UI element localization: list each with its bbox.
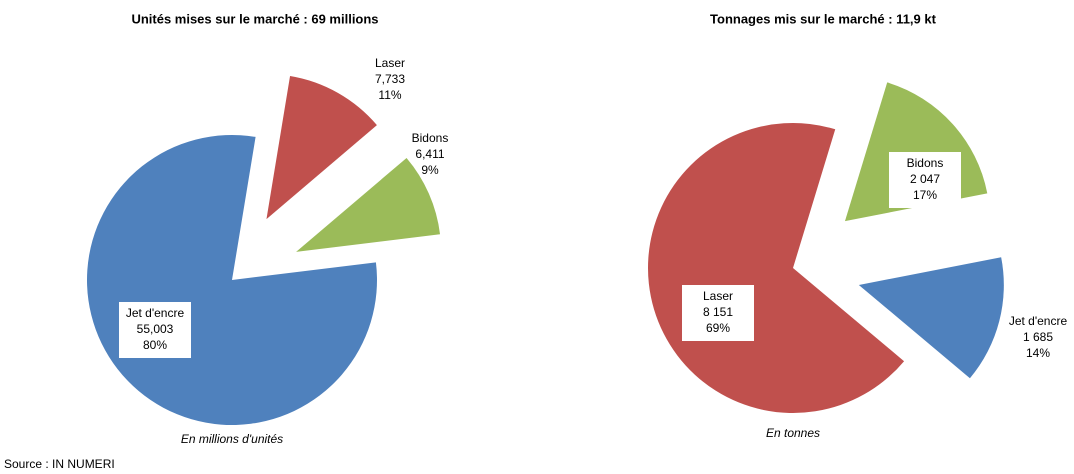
slice-label: Laser: [375, 56, 405, 70]
value-label: 7,733: [375, 72, 405, 86]
slice-label: Jet d'encre: [1009, 314, 1068, 328]
slice-label: Bidons: [412, 131, 449, 145]
chart-title: Unités mises sur le marché : 69 millions: [131, 11, 378, 26]
chart-title: Tonnages mis sur le marché : 11,9 kt: [710, 11, 937, 26]
value-label: 8 151: [703, 305, 733, 319]
slice-label: Laser: [703, 289, 733, 303]
percent-label: 11%: [378, 88, 401, 102]
percent-label: 80%: [143, 338, 167, 352]
source: Source : IN NUMERI: [4, 457, 115, 471]
pie-slice: [858, 257, 1004, 379]
pie-slice: [266, 76, 377, 220]
chart-note: En tonnes: [766, 426, 820, 440]
pie-slice: [296, 157, 441, 252]
value-label: 1 685: [1023, 330, 1053, 344]
slice-label: Bidons: [907, 156, 944, 170]
percent-label: 9%: [421, 163, 439, 177]
percent-label: 17%: [913, 188, 937, 202]
chart-note: En millions d'unités: [181, 432, 283, 446]
percent-label: 69%: [706, 321, 730, 335]
percent-label: 14%: [1026, 346, 1050, 360]
value-label: 6,411: [415, 147, 444, 161]
label-box: [119, 302, 191, 358]
value-label: 2 047: [910, 172, 940, 186]
label-box: [682, 285, 754, 341]
label-box: [889, 152, 961, 208]
value-label: 55,003: [137, 322, 174, 336]
slice-label: Jet d'encre: [126, 306, 185, 320]
